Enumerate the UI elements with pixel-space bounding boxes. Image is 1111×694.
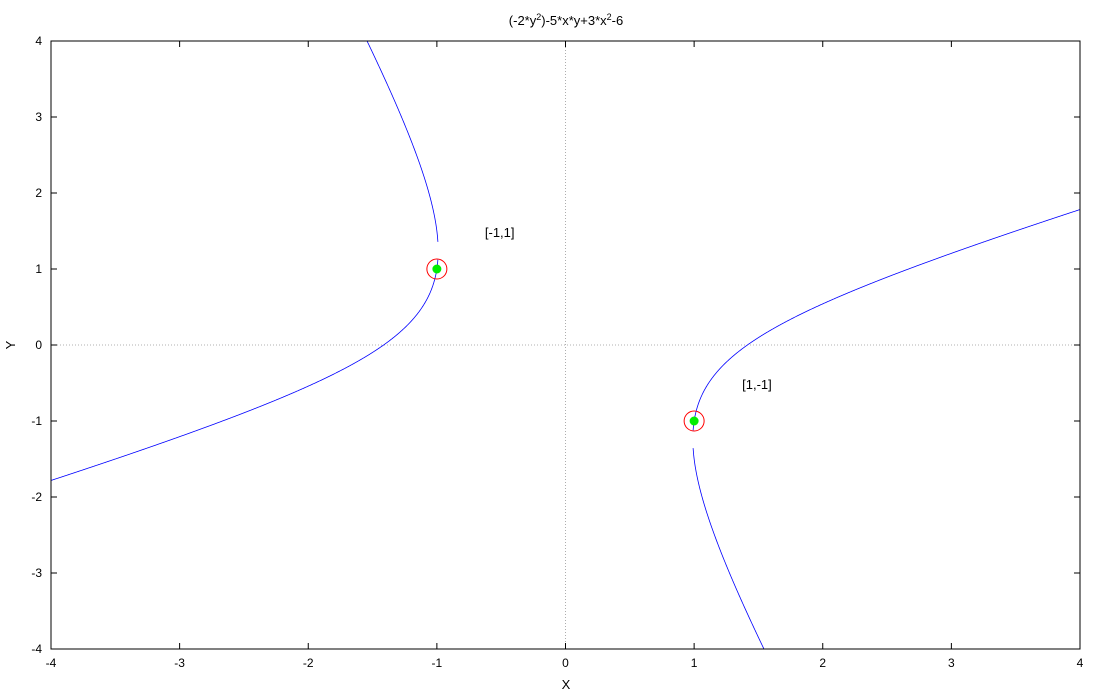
- chart-title: (-2*y2)-5*x*y+3*x2-6: [509, 12, 623, 28]
- y-tick-label: 1: [35, 262, 42, 276]
- x-tick-label: -2: [303, 656, 314, 670]
- x-tick-label: 0: [562, 656, 569, 670]
- curve-branch: [692, 448, 765, 649]
- curve-layer: [51, 41, 1080, 649]
- y-tick-label: -2: [31, 490, 42, 504]
- point-circle: [426, 258, 448, 280]
- points-layer: [-1,1] [1,-1]: [426, 225, 772, 432]
- data-point: [432, 264, 442, 274]
- x-tick-label: 3: [948, 656, 955, 670]
- y-tick-label: -1: [31, 414, 42, 428]
- curve-branch: [692, 209, 1080, 431]
- ticks-layer: -4 -3 -2 -1 0 1 2 3 4 -4 -3 -2 -1 0 1 2 3 4: [31, 34, 1083, 670]
- y-tick-label: 4: [35, 34, 42, 48]
- x-tick-label: -4: [46, 656, 57, 670]
- y-tick-label: 3: [35, 110, 42, 124]
- y-tick-label: 0: [35, 338, 42, 352]
- data-point: [689, 416, 699, 426]
- x-axis-label: X: [562, 677, 571, 692]
- x-tick-label: 1: [691, 656, 698, 670]
- y-tick-label: -3: [31, 566, 42, 580]
- x-tick-label: -3: [174, 656, 185, 670]
- curve-branch: [366, 41, 439, 242]
- x-tick-label: -1: [432, 656, 443, 670]
- point-label: [1,-1]: [742, 377, 772, 392]
- plot-frame: [50, 40, 1081, 650]
- x-tick-label: 4: [1077, 656, 1084, 670]
- x-tick-label: 2: [819, 656, 826, 670]
- zero-lines: [51, 41, 1080, 649]
- y-tick-label: -4: [31, 642, 42, 656]
- y-axis-label: Y: [3, 340, 18, 349]
- y-tick-label: 2: [35, 186, 42, 200]
- curve-branch: [51, 259, 439, 481]
- point-label: [-1,1]: [485, 225, 515, 240]
- point-circle: [683, 410, 705, 432]
